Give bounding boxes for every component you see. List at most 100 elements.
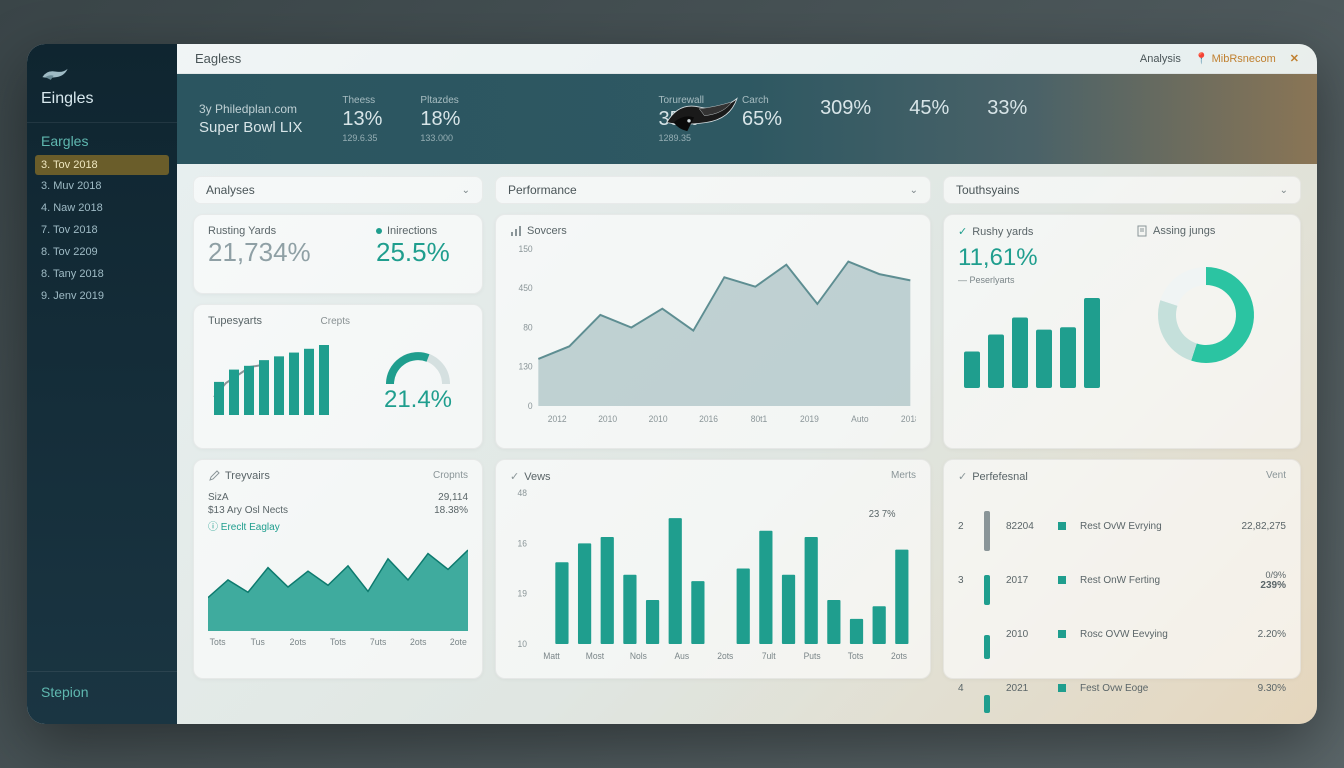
svg-text:Puts: Puts (804, 651, 822, 661)
svg-text:Matt: Matt (543, 651, 560, 661)
header-band: 3y Philedplan.com Super Bowl LIX Theess1… (177, 74, 1317, 164)
header-eagle-icon (658, 87, 744, 152)
svg-text:Tots: Tots (330, 637, 346, 647)
rusting-yards-label: Rusting Yards (208, 225, 346, 237)
analysis-link[interactable]: Analysis (1140, 53, 1181, 65)
sovcers-area-chart: 150 450 80 130 0 2012 2010 2010 2016 80t1 2019 Auto… (510, 243, 916, 428)
sidebar-item[interactable]: 3. Muv 2018 (27, 175, 177, 197)
svg-text:2ots: 2ots (717, 651, 734, 661)
sidebar-item[interactable]: 9. Jenv 2019 (27, 285, 177, 307)
svg-text:130: 130 (518, 362, 532, 372)
eagle-logo-icon (41, 64, 69, 86)
sidebar-item[interactable]: 4. Naw 2018 (27, 197, 177, 219)
svg-text:80t1: 80t1 (751, 414, 768, 424)
sidebar-item[interactable]: 3. Tov 2018 (35, 155, 169, 175)
sidebar-item[interactable]: 8. Tany 2018 (27, 263, 177, 285)
touthsyains-header[interactable]: Touthsyains⌄ (943, 176, 1301, 204)
check-icon: ✓ (958, 225, 967, 238)
titlebar: Eagless Analysis 📍 MibRsnecom ✕ (177, 44, 1317, 74)
header-metric: Theess13%129.6.35 (342, 95, 382, 143)
header-metric: Carch65% (742, 95, 782, 143)
perf-row: 3 2017 Rest OnW Ferting 0/9%239% (958, 555, 1286, 605)
inirections-label: Inirections (376, 225, 468, 237)
svg-text:2018: 2018 (901, 414, 916, 424)
chevron-down-icon: ⌄ (1280, 185, 1288, 196)
svg-text:80: 80 (523, 322, 533, 332)
perf-row: 2010 Rosc OVW Eevying 2.20% (958, 609, 1286, 659)
header-title: Super Bowl LIX (199, 119, 302, 136)
svg-text:16: 16 (518, 538, 528, 548)
svg-text:Tots: Tots (848, 651, 864, 661)
inirections-value: 25.5% (376, 237, 468, 268)
rusting-yards-card: Rusting Yards 21,734% Inirections 25.5% (193, 214, 483, 294)
chevron-down-icon: ⌄ (910, 185, 918, 196)
analyses-header[interactable]: Analyses⌄ (193, 176, 483, 204)
svg-text:23 7%: 23 7% (869, 509, 896, 520)
performance-header[interactable]: Performance⌄ (495, 176, 931, 204)
header-metric: 45% (909, 95, 949, 143)
svg-text:2ots: 2ots (290, 637, 307, 647)
perfefesnal-card: ✓Perfefesnal Vent 2 82204 Rest OvW Evryi… (943, 459, 1301, 679)
svg-text:7ult: 7ult (762, 651, 776, 661)
treyvairs-card: Treyvairs Cropnts SizA29,114$13 Ary Osl … (193, 459, 483, 679)
sidebar: Eingles Eargles 3. Tov 20183. Muv 20184.… (27, 44, 177, 724)
titlebar-title: Eagless (195, 51, 241, 66)
content: Analyses⌄ Performance⌄ Touthsyains⌄ Rust… (177, 164, 1317, 724)
svg-text:2ote: 2ote (450, 637, 467, 647)
doc-icon (1136, 225, 1148, 237)
svg-text:2010: 2010 (649, 414, 668, 424)
app-window: Eingles Eargles 3. Tov 20183. Muv 20184.… (27, 44, 1317, 724)
gauge-chart (382, 340, 454, 392)
svg-text:7uts: 7uts (370, 637, 387, 647)
svg-text:2ots: 2ots (410, 637, 427, 647)
user-link[interactable]: 📍 MibRsnecom (1195, 52, 1276, 65)
svg-text:Tus: Tus (251, 637, 266, 647)
main: Eagless Analysis 📍 MibRsnecom ✕ 3y Phile… (177, 44, 1317, 724)
rushy-value: 11,61% (958, 244, 1122, 272)
tupesyarts-bars-chart (208, 327, 338, 417)
header-metric: 309% (820, 95, 871, 143)
header-author: 3y Philedplan.com (199, 102, 302, 116)
check-icon: ✓ (958, 470, 967, 483)
perf-row: 4 2021 Fest Ovw Eoge 9.30% (958, 663, 1286, 713)
svg-text:450: 450 (518, 283, 532, 293)
rushy-sub: — Peserlyarts (958, 275, 1122, 285)
svg-text:Tots: Tots (210, 637, 226, 647)
sidebar-item[interactable]: 8. Tov 2209 (27, 241, 177, 263)
header-left: 3y Philedplan.com Super Bowl LIX (199, 102, 302, 136)
gauge-value: 21.4% (384, 386, 452, 414)
chevron-down-icon: ⌄ (462, 185, 470, 196)
sidebar-brand: Eingles (27, 90, 177, 122)
svg-text:150: 150 (518, 244, 532, 254)
sovcers-card: Sovcers 150450801300201220102010201680t1… (495, 214, 931, 449)
svg-text:0: 0 (528, 401, 533, 411)
rusting-yards-value: 21,734% (208, 237, 346, 268)
svg-text:2019: 2019 (800, 414, 819, 424)
right-top-card: ✓Rushy yards 11,61% — Peserlyarts Assing… (943, 214, 1301, 449)
vews-bar-chart: 4816191023 7%MattMostNolsAus2ots7ultPuts… (510, 489, 916, 664)
chart-icon (510, 225, 522, 237)
header-metric: Pltazdes18%133.000 (420, 95, 460, 143)
sidebar-logo (27, 56, 177, 90)
svg-text:2012: 2012 (548, 414, 567, 424)
edit-icon (208, 470, 220, 482)
svg-text:2ots: 2ots (891, 651, 908, 661)
sidebar-item[interactable]: 7. Tov 2018 (27, 219, 177, 241)
svg-text:10: 10 (518, 639, 528, 649)
svg-text:48: 48 (518, 489, 528, 498)
svg-text:Auto: Auto (851, 414, 869, 424)
rushy-bars-chart (958, 293, 1108, 393)
svg-text:19: 19 (518, 588, 528, 598)
titlebar-actions: Analysis 📍 MibRsnecom ✕ (1140, 52, 1299, 65)
sidebar-heading: Eargles (27, 122, 177, 155)
vews-card: ✓Vews Merts 4816191023 7%MattMostNolsAus… (495, 459, 931, 679)
svg-text:2010: 2010 (598, 414, 617, 424)
tupesyarts-card: Tupesyarts Crepts 21.4% (193, 304, 483, 449)
svg-text:2016: 2016 (699, 414, 718, 424)
treyvairs-footer: ⓘ Ereclt Eaglay (208, 518, 468, 533)
donut-chart (1136, 243, 1276, 383)
svg-text:Nols: Nols (630, 651, 648, 661)
svg-text:Aus: Aus (675, 651, 690, 661)
close-icon[interactable]: ✕ (1290, 52, 1299, 65)
sidebar-footer[interactable]: Stepion (27, 671, 177, 712)
